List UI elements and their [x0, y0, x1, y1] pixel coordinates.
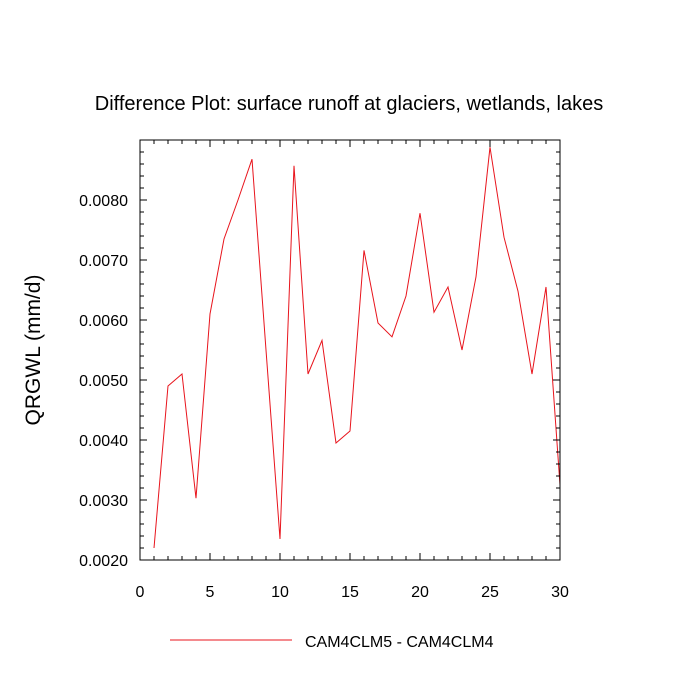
x-tick-label: 10 — [271, 584, 289, 601]
chart-title: Difference Plot: surface runoff at glaci… — [95, 93, 603, 115]
x-tick-label: 20 — [411, 584, 429, 601]
y-tick-label: 0.0070 — [79, 253, 128, 270]
y-tick-label: 0.0050 — [79, 373, 128, 390]
plot-frame — [139, 139, 561, 561]
x-tick-label: 25 — [481, 584, 499, 601]
x-tick-label: 0 — [136, 584, 145, 601]
legend-entry-label: CAM4CLM5 - CAM4CLM4 — [305, 634, 494, 651]
y-tick-label: 0.0030 — [79, 493, 128, 510]
y-tick-label: 0.0040 — [79, 433, 128, 450]
x-tick-label: 5 — [206, 584, 215, 601]
plot-area: 0 5 10 15 20 25 30 0.0020 0.0030 0.0040 0.0050 0.00… — [79, 139, 569, 601]
y-axis-label: QRGWL (mm/d) — [22, 275, 45, 426]
legend: CAM4CLM5 - CAM4CLM4 — [170, 634, 494, 651]
x-tick-label: 15 — [341, 584, 359, 601]
y-tick-label: 0.0060 — [79, 313, 128, 330]
x-tick-label: 30 — [551, 584, 569, 601]
y-tick-label: 0.0080 — [79, 193, 128, 210]
y-tick-label: 0.0020 — [79, 553, 128, 570]
series-line-cam4clm5-cam4clm4 — [153, 147, 561, 549]
